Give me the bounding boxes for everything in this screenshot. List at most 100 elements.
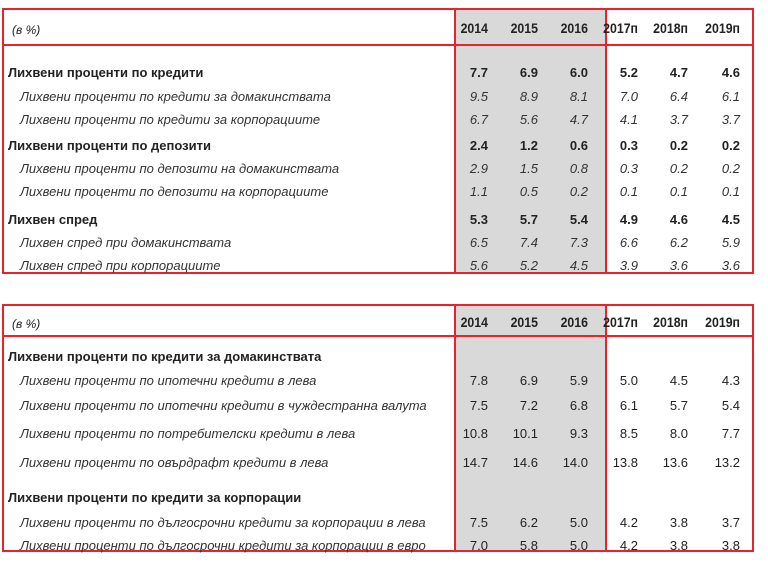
value-cell: 0.5 <box>519 184 538 199</box>
row-label: Лихвени проценти по овърдрафт кредити в … <box>20 455 329 470</box>
value-cell: 3.7 <box>669 112 688 127</box>
value-cell: 6.9 <box>519 373 538 388</box>
value-cell: 7.5 <box>469 515 488 530</box>
value-cell: 4.2 <box>619 515 638 530</box>
year-header: 2019п <box>705 314 740 330</box>
year-header: 2018п <box>653 20 688 36</box>
row-label: Лихвени проценти по потребителски кредит… <box>20 426 356 441</box>
value-cell: 6.4 <box>669 89 688 104</box>
historical-years-shade <box>454 10 607 272</box>
value-cell: 0.3 <box>619 138 638 153</box>
unit-label: (в %) <box>12 317 41 331</box>
value-cell: 5.9 <box>569 373 588 388</box>
value-cell: 4.6 <box>669 212 688 227</box>
unit-label: (в %) <box>12 23 41 37</box>
value-cell: 14.0 <box>562 455 588 470</box>
value-cell: 0.1 <box>721 184 740 199</box>
value-cell: 13.8 <box>612 455 638 470</box>
value-cell: 0.2 <box>721 138 740 153</box>
row-label: Лихвени проценти по ипотечни кредити в ч… <box>20 398 427 413</box>
value-cell: 6.6 <box>619 235 638 250</box>
section-row-label: Лихвен спред <box>8 212 98 227</box>
value-cell: 0.2 <box>669 138 688 153</box>
value-cell: 13.6 <box>662 455 688 470</box>
value-cell: 5.6 <box>519 112 538 127</box>
year-header: 2016 <box>560 314 588 330</box>
value-cell: 7.2 <box>519 398 538 413</box>
value-cell: 3.6 <box>721 258 740 273</box>
value-cell: 1.2 <box>519 138 538 153</box>
year-header: 2014 <box>460 20 488 36</box>
year-header: 2015 <box>510 314 538 330</box>
year-header: 2015 <box>510 20 538 36</box>
row-label: Лихвени проценти по депозити на корпорац… <box>20 184 329 199</box>
value-cell: 7.4 <box>519 235 538 250</box>
value-cell: 14.7 <box>462 455 488 470</box>
value-cell: 4.7 <box>669 65 688 80</box>
row-label: Лихвени проценти по кредити за домакинст… <box>20 89 331 104</box>
value-cell: 0.2 <box>669 161 688 176</box>
historical-years-shade <box>454 306 607 550</box>
value-cell: 0.2 <box>569 184 588 199</box>
interest-rates-table: (в %) 2014 2015 2016 2017п 2018п 2019п Лихвени … <box>2 8 754 274</box>
value-cell: 4.6 <box>721 65 740 80</box>
value-cell: 13.2 <box>714 455 740 470</box>
header-divider <box>4 335 752 337</box>
value-cell: 5.0 <box>569 515 588 530</box>
section-row-label: Лихвени проценти по депозити <box>8 138 211 153</box>
section-row-label: Лихвени проценти по кредити за домакинст… <box>8 349 322 364</box>
value-cell: 8.5 <box>619 426 638 441</box>
value-cell: 5.3 <box>469 212 488 227</box>
value-cell: 9.3 <box>569 426 588 441</box>
section-row-label: Лихвени проценти по кредити <box>8 65 204 80</box>
value-cell: 8.0 <box>669 426 688 441</box>
value-cell: 6.7 <box>469 112 488 127</box>
value-cell: 7.8 <box>469 373 488 388</box>
year-header: 2019п <box>705 20 740 36</box>
value-cell: 7.7 <box>721 426 740 441</box>
header-divider <box>4 44 752 46</box>
row-label: Лихвени проценти по ипотечни кредити в л… <box>20 373 317 388</box>
value-cell: 0.6 <box>569 138 588 153</box>
value-cell: 7.0 <box>469 538 488 553</box>
household-corporate-loan-rates-table: (в %) 2014 2015 2016 2017п 2018п 2019п Лихвени … <box>2 304 754 553</box>
year-header: 2018п <box>653 314 688 330</box>
row-label: Лихвени проценти по дългосрочни кредити … <box>20 538 426 553</box>
row-label: Лихвени проценти по дългосрочни кредити … <box>20 515 426 530</box>
value-cell: 6.5 <box>469 235 488 250</box>
value-cell: 4.7 <box>569 112 588 127</box>
value-cell: 8.9 <box>519 89 538 104</box>
value-cell: 4.5 <box>721 212 740 227</box>
value-cell: 4.9 <box>619 212 638 227</box>
value-cell: 3.7 <box>721 515 740 530</box>
value-cell: 5.0 <box>619 373 638 388</box>
year-header: 2017п <box>603 314 638 330</box>
value-cell: 6.1 <box>619 398 638 413</box>
value-cell: 4.3 <box>721 373 740 388</box>
value-cell: 5.6 <box>469 258 488 273</box>
year-header: 2014 <box>460 314 488 330</box>
value-cell: 6.9 <box>519 65 538 80</box>
value-cell: 5.8 <box>519 538 538 553</box>
value-cell: 3.8 <box>669 515 688 530</box>
value-cell: 10.1 <box>512 426 538 441</box>
value-cell: 8.1 <box>569 89 588 104</box>
value-cell: 9.5 <box>469 89 488 104</box>
value-cell: 5.4 <box>721 398 740 413</box>
value-cell: 0.2 <box>721 161 740 176</box>
value-cell: 5.7 <box>669 398 688 413</box>
value-cell: 0.1 <box>669 184 688 199</box>
value-cell: 6.2 <box>669 235 688 250</box>
value-cell: 3.7 <box>721 112 740 127</box>
value-cell: 0.1 <box>619 184 638 199</box>
value-cell: 6.8 <box>569 398 588 413</box>
value-cell: 3.8 <box>669 538 688 553</box>
value-cell: 4.1 <box>619 112 638 127</box>
value-cell: 0.3 <box>619 161 638 176</box>
value-cell: 5.2 <box>619 65 638 80</box>
value-cell: 4.5 <box>669 373 688 388</box>
value-cell: 4.5 <box>569 258 588 273</box>
value-cell: 2.4 <box>469 138 488 153</box>
value-cell: 5.9 <box>721 235 740 250</box>
value-cell: 7.5 <box>469 398 488 413</box>
